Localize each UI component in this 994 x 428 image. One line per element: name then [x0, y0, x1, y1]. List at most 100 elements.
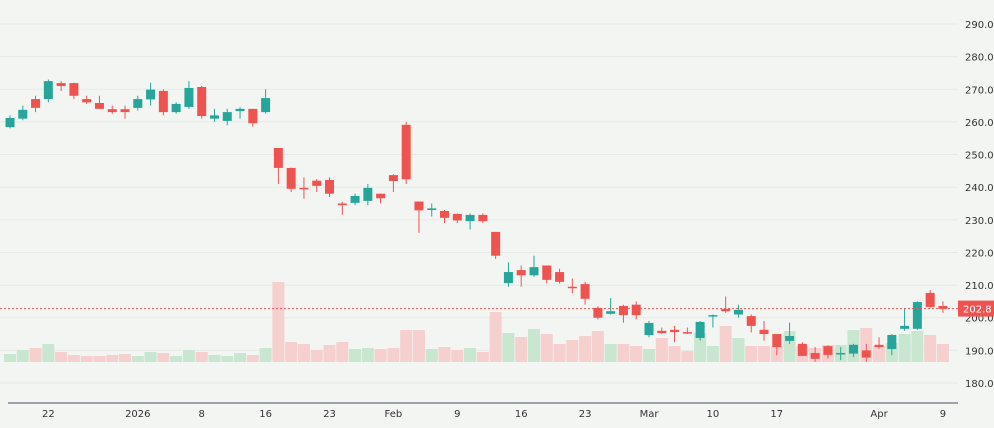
- candle-body: [657, 330, 667, 334]
- volume-bar: [93, 356, 106, 362]
- y-tick-label: 180.0: [965, 379, 994, 390]
- candle-body: [350, 195, 360, 203]
- candle-body: [682, 332, 692, 334]
- candle-body: [82, 99, 92, 103]
- x-tick-label: Mar: [640, 409, 660, 420]
- volume-bar: [604, 344, 617, 362]
- volume-bar: [4, 354, 16, 362]
- time-axis[interactable]: 22 2026 8 16 23 Feb 9 16 23 Mar 10 17 Apr 9: [42, 409, 946, 420]
- volume-bar: [758, 346, 771, 362]
- volume-bar: [29, 348, 42, 362]
- candle-body: [197, 86, 207, 117]
- candle-body: [606, 311, 616, 314]
- candle-body: [248, 108, 258, 124]
- candle-body: [516, 270, 526, 276]
- volume-bar: [285, 342, 298, 362]
- candle-body: [836, 352, 846, 355]
- volume-bar: [911, 331, 924, 362]
- candle-body: [491, 231, 501, 256]
- candle-body: [810, 352, 820, 359]
- candle-body: [912, 302, 922, 329]
- x-tick-label: Feb: [385, 409, 403, 420]
- candle-body: [695, 321, 705, 338]
- y-tick-label: 270.0: [965, 85, 994, 96]
- candle-body: [158, 90, 168, 113]
- volume-bar: [297, 344, 310, 362]
- candle-body: [209, 115, 219, 119]
- candle-body: [427, 208, 437, 211]
- x-tick-label: 9: [940, 409, 946, 420]
- candle-body: [286, 167, 296, 189]
- volume-bar: [489, 312, 502, 362]
- volume-bar: [873, 346, 886, 362]
- candle-body: [465, 214, 475, 222]
- volume-bar: [476, 352, 489, 362]
- volume-bar: [617, 344, 630, 362]
- last-price-box: [958, 300, 994, 317]
- candle-body: [772, 334, 782, 348]
- volume-bar: [655, 338, 668, 362]
- volume-bar: [668, 346, 681, 362]
- volume-bar: [67, 355, 80, 362]
- volume-bar: [374, 349, 387, 362]
- volume-bar: [591, 331, 604, 362]
- candle-body: [721, 308, 731, 312]
- last-price-text: 202.8: [963, 305, 992, 316]
- candle-body: [401, 124, 411, 180]
- candle-body: [299, 187, 309, 190]
- candle-body: [43, 81, 53, 100]
- candle-body: [363, 187, 373, 201]
- candle-body: [644, 322, 654, 336]
- volume-bar: [502, 333, 515, 362]
- candle-body: [823, 346, 833, 355]
- y-tick-label: 200.0: [965, 314, 994, 325]
- candle-body: [146, 89, 156, 100]
- x-tick-label: 9: [454, 409, 460, 420]
- volume-bar: [936, 344, 949, 362]
- x-tick-label: 23: [323, 409, 336, 420]
- candle-body: [708, 315, 718, 317]
- y-tick-label: 190.0: [965, 346, 994, 357]
- volume-bar: [540, 334, 553, 362]
- candle-body: [222, 112, 232, 121]
- volume-bar: [361, 348, 374, 362]
- volume-bar: [119, 354, 132, 362]
- candle-body: [273, 148, 283, 168]
- candle-body: [670, 329, 680, 333]
- volume-bar: [681, 351, 694, 362]
- volume-bar: [42, 344, 55, 362]
- candle-body: [414, 201, 424, 211]
- volume-bar: [182, 350, 195, 362]
- candle-body: [235, 108, 245, 112]
- volume-bar: [579, 336, 592, 362]
- x-tick-label: 16: [515, 409, 528, 420]
- candle-body: [593, 307, 603, 318]
- x-tick-label: Apr: [870, 409, 888, 420]
- candle-body: [542, 265, 552, 280]
- volume-bar: [924, 335, 937, 362]
- volume-bar: [272, 282, 285, 362]
- volume-bar: [323, 345, 336, 362]
- volume-bar: [412, 330, 425, 362]
- candle-body: [478, 214, 488, 222]
- candle-body: [887, 335, 897, 350]
- volume-bar: [336, 342, 349, 362]
- volume-bar: [719, 326, 732, 362]
- candle-body: [555, 272, 565, 282]
- price-axis[interactable]: 180.0 190.0 200.0 210.0 220.0 230.0 240.0 250.0…: [965, 20, 994, 390]
- volume-bar: [80, 356, 93, 362]
- candle-body: [733, 309, 743, 315]
- candle-body: [925, 292, 935, 307]
- volume-bar: [566, 340, 579, 362]
- volume-bars: [4, 282, 949, 362]
- volume-bar: [527, 329, 540, 362]
- candle-body: [631, 304, 641, 316]
- y-tick-label: 260.0: [965, 118, 994, 129]
- candles: [5, 79, 948, 362]
- candle-body: [938, 305, 948, 309]
- candle-body: [900, 325, 910, 329]
- candle-body: [325, 180, 334, 194]
- candle-body: [94, 102, 104, 109]
- candle-body: [120, 109, 130, 113]
- volume-bar: [400, 330, 413, 362]
